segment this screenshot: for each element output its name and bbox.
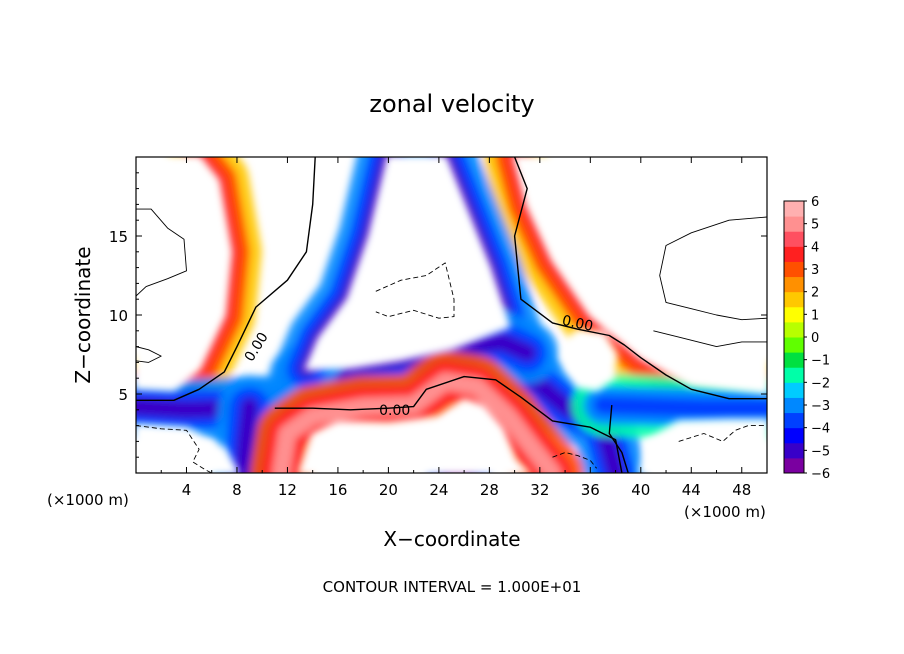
y-tick-label-5: 5 <box>118 386 128 404</box>
contour-lines <box>136 157 767 473</box>
x-unit-left: (×1000 m) <box>47 491 129 509</box>
x-unit-right: (×1000 m) <box>684 503 766 521</box>
colorbar-swatch-1 <box>784 442 804 459</box>
x-tick-label-24: 24 <box>429 481 448 499</box>
zero-contour-right <box>513 157 767 400</box>
x-tick-label-12: 12 <box>278 481 297 499</box>
zero-contour-right-mid <box>653 330 767 348</box>
colorbar-swatch-15 <box>784 231 804 247</box>
colorbar-label-2: 4 <box>811 240 819 255</box>
y-axis-label: Z−coordinate <box>71 246 95 383</box>
colorbar-label-5: 1 <box>811 308 819 323</box>
colorbar-swatch-3 <box>784 412 804 429</box>
x-tick-label-16: 16 <box>328 481 347 499</box>
x-tick-label-48: 48 <box>732 481 751 499</box>
y-axis-ticks: 5 10 15 <box>109 172 767 458</box>
neutral-fill <box>136 157 767 473</box>
colorbar-swatch-10 <box>784 306 804 323</box>
contour-label-1: 0.00 <box>379 403 410 419</box>
colorbar-label-1: 5 <box>811 218 819 233</box>
neutral-region-upper-left <box>136 157 233 392</box>
x-tick-label-32: 32 <box>530 481 549 499</box>
colorbar-swatch-7 <box>784 352 804 368</box>
colorbar-label-12: −6 <box>811 467 830 482</box>
x-tick-label-36: 36 <box>581 481 600 499</box>
colorbar-swatch-12 <box>784 276 804 293</box>
colorbar-swatch-6 <box>784 367 804 383</box>
colorbar-label-11: −5 <box>811 444 830 459</box>
neutral-region-lower-right <box>638 418 767 473</box>
neutral-region-bubble <box>563 328 618 392</box>
zero-contour-small-left <box>136 346 162 363</box>
colorbar-swatch-9 <box>784 321 804 338</box>
colorbar-swatches <box>784 201 804 474</box>
x-tick-label-20: 20 <box>379 481 398 499</box>
x-tick-label-40: 40 <box>631 481 650 499</box>
x-tick-label-28: 28 <box>480 481 499 499</box>
y-tick-label-15: 15 <box>109 228 128 246</box>
colorbar-label-0: 6 <box>811 195 819 210</box>
colorbar-swatch-0 <box>784 457 804 474</box>
neg-contour-lower-left <box>136 425 212 473</box>
colorbar-swatch-8 <box>784 337 804 353</box>
colorbar-swatch-14 <box>784 246 804 262</box>
x-tick-label-4: 4 <box>182 481 192 499</box>
zero-contour-center <box>274 375 623 473</box>
colorbar: 6 5 4 3 2 1 0 −1 −2 −3 −4 −5 −6 <box>783 195 830 482</box>
x-tick-label-44: 44 <box>682 481 701 499</box>
contour-interval-note: CONTOUR INTERVAL = 1.000E+01 <box>323 578 582 596</box>
colorbar-labels: 6 5 4 3 2 1 0 −1 −2 −3 −4 −5 −6 <box>804 195 830 482</box>
colorbar-swatch-16 <box>784 216 804 232</box>
zero-contour-upper-right-box <box>659 216 767 321</box>
neutral-regions <box>136 157 767 473</box>
cold-dip-left-core <box>234 397 259 473</box>
x-axis-ticks: 4 8 12 16 20 24 28 32 36 40 44 48 <box>160 157 751 499</box>
neutral-region-center <box>303 157 511 371</box>
colorbar-swatch-13 <box>784 261 804 278</box>
zero-contour-lower-right <box>608 405 629 473</box>
colorbar-swatch-5 <box>784 382 804 398</box>
colorbar-swatch-4 <box>784 397 804 414</box>
warm-layer-lower-core <box>272 372 562 473</box>
neg-contour-lower-center <box>552 452 597 469</box>
zero-contour-upper-left-box <box>136 208 187 297</box>
colorbar-swatch-17 <box>784 201 804 217</box>
neutral-region-lower-left <box>136 423 240 473</box>
chart-title: zonal velocity <box>369 90 534 118</box>
colorbar-label-3: 3 <box>811 263 819 278</box>
colorbar-label-4: 2 <box>811 286 819 301</box>
neg-contour-lower-right <box>678 425 767 442</box>
cold-layer-lower-right-core <box>593 396 767 418</box>
y-tick-label-10: 10 <box>109 307 128 325</box>
colorbar-swatch-2 <box>784 427 804 444</box>
colorbar-label-10: −4 <box>811 422 830 437</box>
colorbar-swatch-11 <box>784 291 804 308</box>
zero-contour-left <box>136 157 316 401</box>
neutral-region-lower-center <box>297 398 531 473</box>
x-axis-label: X−coordinate <box>383 527 520 551</box>
colorbar-label-9: −3 <box>811 399 830 414</box>
colorbar-label-6: 0 <box>811 331 819 346</box>
colorbar-label-7: −1 <box>811 354 830 369</box>
neg-contour-center <box>375 262 455 319</box>
x-tick-label-8: 8 <box>232 481 242 499</box>
contour-label-2: 0.00 <box>561 313 595 335</box>
plot-area: 0.000.000.00 4 8 12 16 20 24 28 32 36 40 44 48 5101… <box>109 156 768 499</box>
colorbar-label-8: −2 <box>811 376 830 391</box>
